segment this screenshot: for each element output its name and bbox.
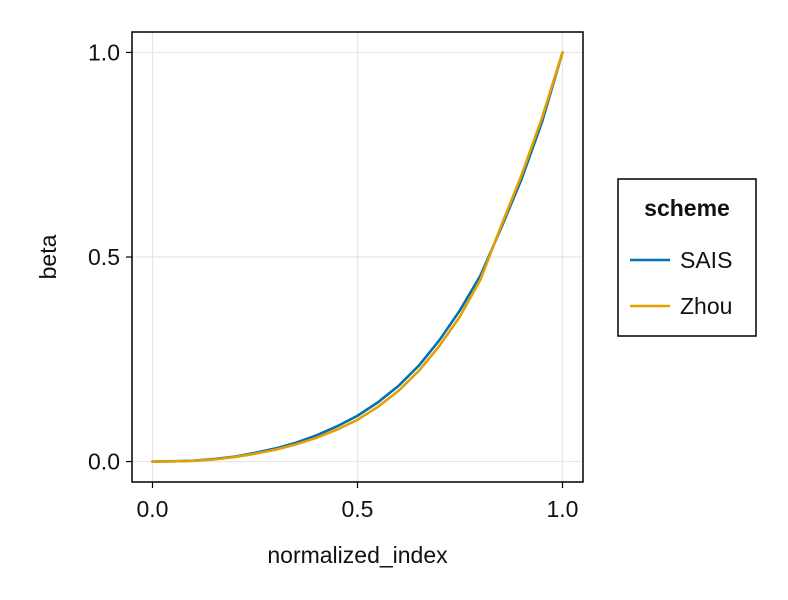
legend-item-sais: SAIS [630, 247, 732, 273]
legend-label: SAIS [680, 247, 732, 273]
y-tick-label: 0.5 [88, 244, 120, 270]
legend-item-zhou: Zhou [630, 293, 732, 319]
series-line-zhou [151, 51, 564, 463]
axis-ticks: 0.0 0.5 1.0 0.0 0.5 1.0 [88, 39, 578, 522]
series-lines [151, 51, 564, 463]
y-tick-label: 1.0 [88, 39, 120, 65]
x-tick-label: 0.0 [137, 496, 169, 522]
grid [132, 32, 583, 482]
x-tick-label: 0.5 [342, 496, 374, 522]
y-axis-label: beta [35, 234, 61, 279]
x-axis-label: normalized_index [267, 542, 448, 568]
y-tick-label: 0.0 [88, 449, 120, 475]
legend: scheme SAIS Zhou [617, 178, 757, 337]
legend-label: Zhou [680, 293, 732, 319]
x-tick-label: 1.0 [547, 496, 579, 522]
legend-title: scheme [644, 195, 730, 221]
legend-items: SAIS Zhou [630, 247, 732, 319]
legend-box [617, 178, 757, 337]
